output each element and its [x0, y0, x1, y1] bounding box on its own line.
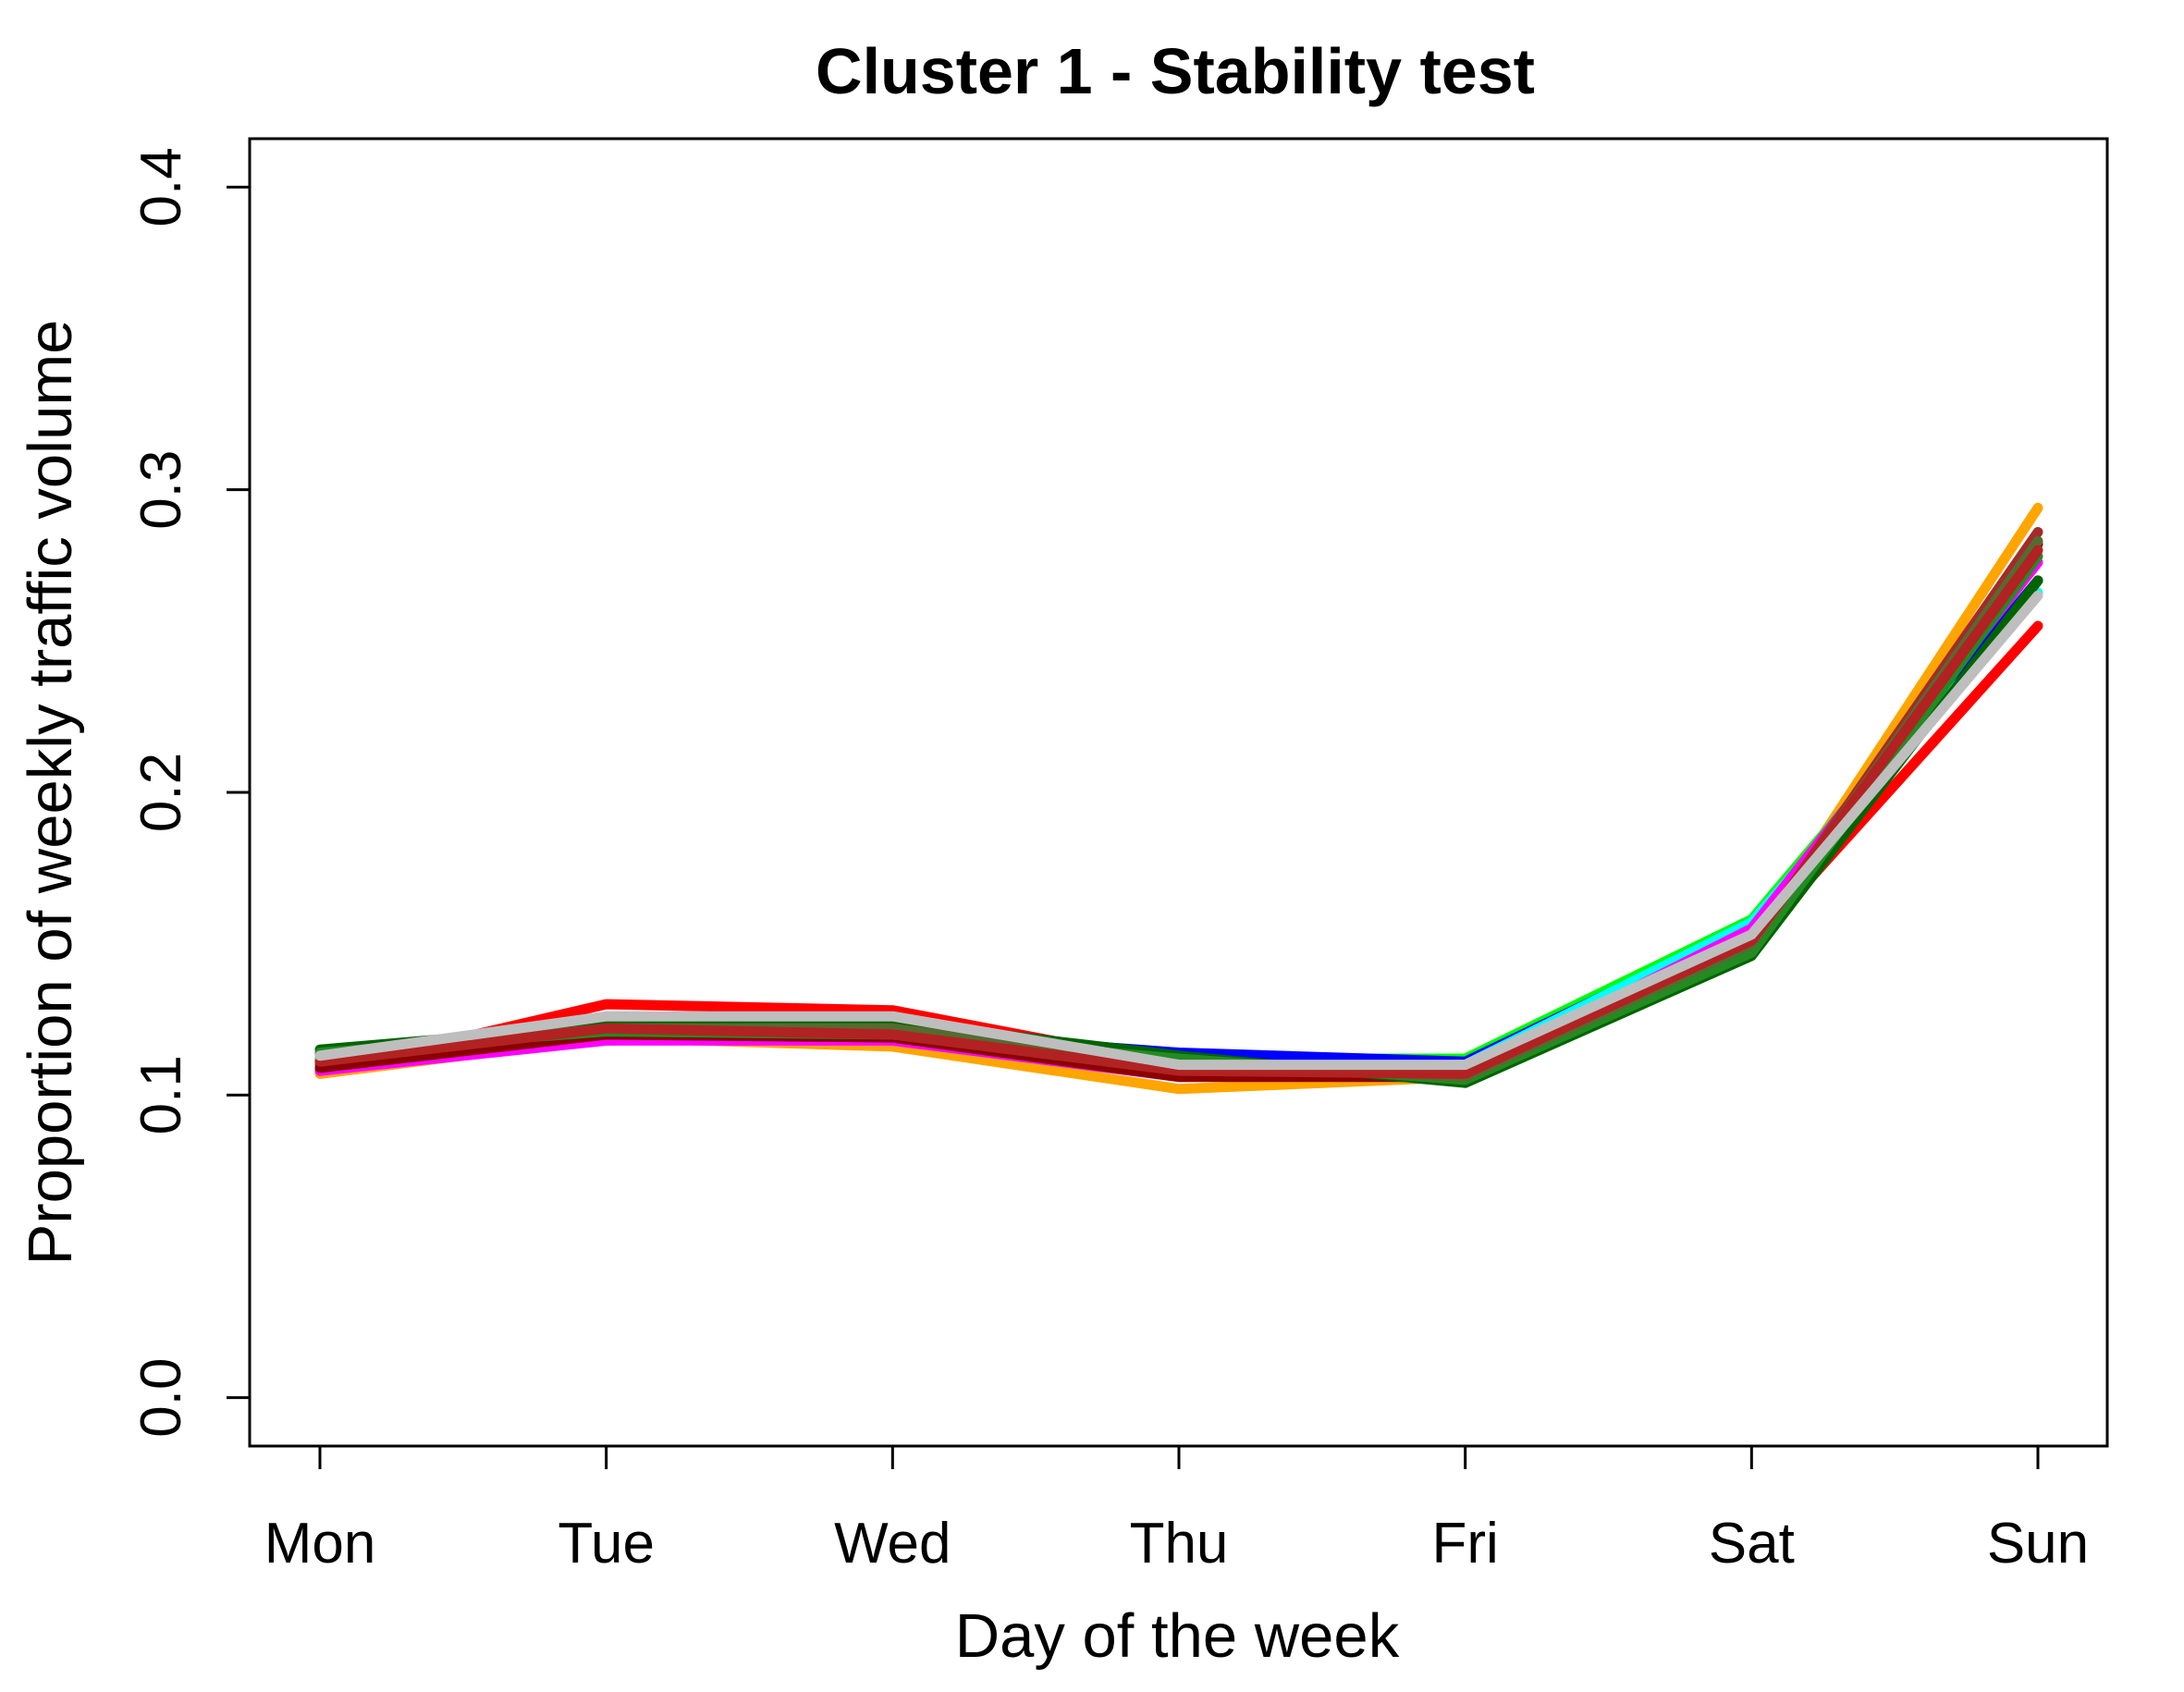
x-tick-label: Fri: [1432, 1512, 1499, 1576]
series-line-11: [314, 535, 2043, 1083]
x-tick-label: Thu: [1130, 1512, 1229, 1576]
series-line-12: [314, 545, 2043, 1079]
chart-title: Cluster 1 - Stability test: [816, 35, 1535, 107]
y-axis: 0.0 0.1 0.2 0.3 0.4: [129, 147, 250, 1438]
series-line-5: [314, 587, 2043, 1076]
series-line-13: [314, 590, 2043, 1071]
x-axis: Mon Tue Wed Thu Fri Sat Sun: [264, 1446, 2089, 1576]
y-axis-label: Proportion of weekly traffic volume: [16, 320, 85, 1266]
y-tick-label: 0.0: [129, 1357, 193, 1437]
y-tick-label: 0.4: [129, 147, 193, 227]
series-line-6: [314, 557, 2043, 1083]
series-layer: [314, 502, 2043, 1095]
x-axis-label: Day of the week: [955, 1601, 1400, 1671]
x-tick-label: Wed: [834, 1512, 951, 1576]
x-tick-label: Sun: [1987, 1512, 2089, 1576]
y-tick-label: 0.2: [129, 753, 193, 832]
y-tick-label: 0.1: [129, 1055, 193, 1134]
series-line-7: [314, 527, 2043, 1079]
series-line-3: [314, 575, 2043, 1064]
series-line-2: [314, 620, 2043, 1085]
plot-frame: [248, 137, 2109, 1448]
series-line-10: [314, 551, 2043, 1085]
series-line-1: [314, 502, 2043, 1095]
y-tick-label: 0.3: [129, 450, 193, 530]
x-tick-label: Sat: [1709, 1512, 1795, 1576]
series-line-4: [314, 575, 2043, 1067]
series-line-8: [314, 539, 2043, 1083]
x-tick-label: Mon: [264, 1512, 376, 1576]
x-tick-label: Tue: [558, 1512, 655, 1576]
